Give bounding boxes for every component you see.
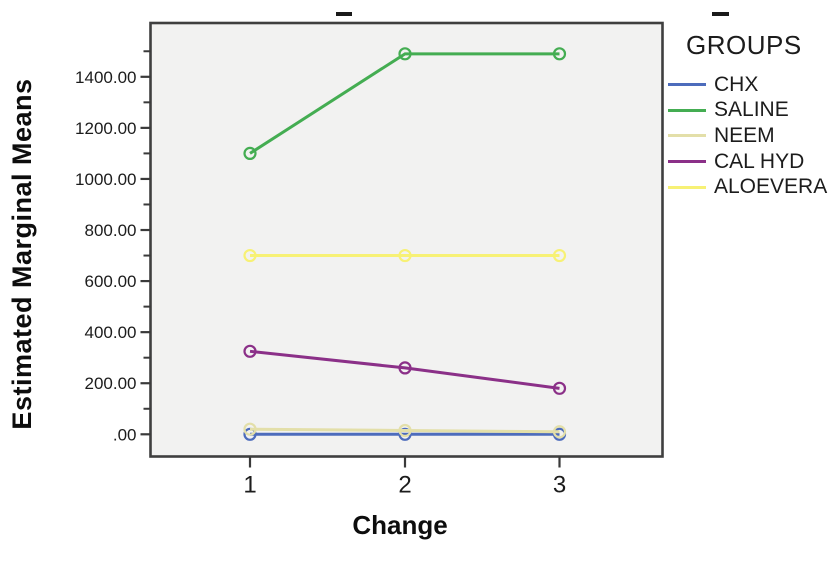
legend-swatch-line: [668, 83, 706, 87]
y-axis-tick-label: 1200.00: [75, 119, 136, 138]
series-marker-aloevera: [552, 248, 567, 263]
y-axis-tick-label: .00: [113, 425, 137, 444]
series-marker-aloevera: [243, 248, 257, 263]
x-axis-tick-label: 2: [398, 472, 411, 499]
y-axis-tick-label: 600.00: [85, 272, 137, 291]
legend-swatch-line: [668, 134, 706, 138]
x-axis-tick-label: 3: [553, 472, 566, 499]
legend-item-label: CHX: [714, 72, 759, 96]
series-marker-neem: [243, 422, 257, 436]
legend-item-label: NEEM: [714, 123, 775, 147]
series-line-neem: [249, 427, 560, 434]
y-axis-tick-label: 1000.00: [75, 170, 136, 189]
series-marker-saline: [243, 146, 257, 161]
series-line-cal-hyd: [249, 349, 560, 390]
y-axis-tick-label: 400.00: [85, 323, 137, 342]
series-marker-aloevera: [398, 248, 412, 263]
legend-item: SALINE: [668, 98, 836, 124]
y-axis-tick-label: 1400.00: [75, 68, 136, 87]
plot-frame: [149, 21, 664, 458]
legend-item-label: CAL HYD: [714, 149, 805, 173]
x-axis-title: Change: [352, 510, 448, 540]
legend: GROUPS CHX SALINE NEEM CAL HYD ALOEVERA: [668, 30, 836, 200]
series-marker-cal-hyd: [243, 344, 257, 358]
series-marker-chx: [243, 427, 257, 441]
series-marker-cal-hyd: [398, 361, 412, 375]
legend-item: CHX: [668, 72, 836, 98]
y-axis-tick-label: 800.00: [85, 221, 137, 240]
y-axis-tick-label: 200.00: [85, 374, 137, 393]
legend-entries: CHX SALINE NEEM CAL HYD ALOEVERA: [668, 72, 836, 200]
legend-title: GROUPS: [686, 30, 802, 60]
cropped-title-fragment-right: [712, 12, 729, 16]
series-marker-cal-hyd: [552, 381, 567, 395]
series-marker-neem: [552, 425, 567, 439]
series-line-saline: [249, 52, 560, 155]
legend-item: ALOEVERA: [668, 174, 836, 200]
legend-swatch-line: [668, 108, 706, 112]
legend-item-label: ALOEVERA: [714, 175, 828, 199]
legend-item-label: SALINE: [714, 98, 789, 122]
legend-swatch-line: [668, 185, 706, 189]
series-marker-neem: [398, 423, 412, 438]
legend-item: CAL HYD: [668, 149, 836, 175]
x-axis-tick-label: 1: [243, 472, 256, 499]
series-marker-saline: [552, 47, 567, 61]
series-marker-saline: [398, 47, 412, 61]
legend-item: NEEM: [668, 123, 836, 149]
cropped-title-fragment-left: [336, 12, 352, 16]
series-marker-chx: [398, 427, 412, 441]
legend-swatch-line: [668, 160, 706, 164]
y-axis-title: Estimated Marginal Means: [7, 78, 37, 430]
